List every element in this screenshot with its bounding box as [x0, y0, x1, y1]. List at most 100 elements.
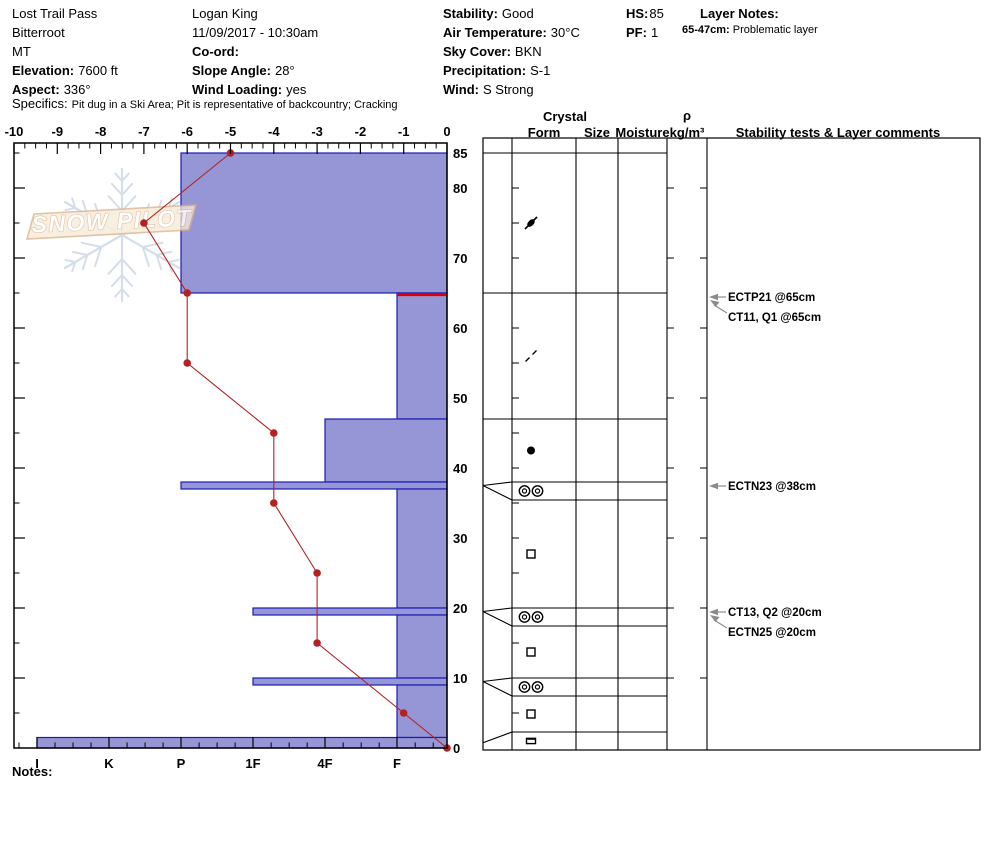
- hardness-tick-label: 4F: [317, 756, 332, 771]
- notes-label: Notes:: [12, 764, 53, 779]
- depth-tick-label: 20: [453, 601, 467, 616]
- aspect-line: Aspect: 336°: [12, 82, 91, 97]
- grain-form-square: [526, 647, 536, 657]
- snow-height-line: HS:85: [626, 6, 664, 21]
- depth-tick-label: 0: [453, 741, 460, 756]
- temp-tick-label: -4: [268, 124, 280, 139]
- moisture-header: Moisture: [615, 125, 669, 140]
- stability-test: CT13, Q2 @20cm: [709, 607, 822, 619]
- hardness-tick-label: F: [393, 756, 401, 771]
- grain-form-mfcr: [518, 611, 544, 623]
- mountain-range: Bitterroot: [12, 25, 65, 40]
- depth-tick-label: 30: [453, 531, 467, 546]
- grain-form-df_light: [525, 350, 537, 362]
- stability-test: ECTP21 @65cm: [709, 292, 815, 304]
- stability-test-label: ECTN23 @38cm: [728, 481, 816, 493]
- header-summary-block: HS:85 PF: 1: [626, 4, 664, 42]
- wind-loading-line: Wind Loading: yes: [192, 82, 307, 97]
- temp-tick-label: -6: [181, 124, 193, 139]
- grain-form-ice: [525, 737, 537, 745]
- depth-tick-label: 50: [453, 391, 467, 406]
- slope-angle-line: Slope Angle: 28°: [192, 63, 295, 78]
- header-location-block: Lost Trail Pass Bitterroot MT Elevation:…: [12, 4, 118, 99]
- layer-note: 65-47cm: Problematic layer: [682, 24, 818, 36]
- grain-form-mfcr: [518, 485, 544, 497]
- hardness-tick-label: 1F: [245, 756, 260, 771]
- stability-test: CT11, Q1 @65cm: [710, 300, 821, 324]
- temp-tick-label: -1: [398, 124, 410, 139]
- crystal-table: [482, 137, 981, 751]
- layer-hardness-bars: [36, 152, 448, 749]
- wind-line: Wind: S Strong: [443, 82, 534, 97]
- grain-form-df_bold: [524, 216, 538, 230]
- temp-tick-label: 0: [443, 124, 450, 139]
- temperature-point: [183, 359, 191, 367]
- hardness-axis: I K P 1F 4F F: [18, 737, 434, 771]
- depth-tick-label: 70: [453, 251, 467, 266]
- temp-tick-label: -9: [52, 124, 64, 139]
- temperature-point: [270, 429, 278, 437]
- stability-header: Stability tests & Layer comments: [736, 125, 940, 140]
- grain-form-dot: [527, 446, 535, 455]
- header-conditions-block: Stability: Good Air Temperature: 30°C Sky …: [443, 4, 580, 99]
- hardness-tick-label: P: [177, 756, 186, 771]
- density-units-header: kg/m³: [670, 125, 705, 140]
- pit-factor-line: PF: 1: [626, 25, 659, 40]
- stability-test-label: CT11, Q1 @65cm: [728, 312, 821, 324]
- stability-test-label: CT13, Q2 @20cm: [728, 607, 822, 619]
- temp-tick-label: -7: [138, 124, 150, 139]
- watermark-text: SNOW PILOT: [31, 204, 193, 237]
- chart-axes: -10 -9 -8 -7 -6 -5 -4 -3 -2 -1 0858070605040302010…: [5, 124, 468, 771]
- stability-test-label: ECTP21 @65cm: [728, 292, 815, 304]
- temperature-point: [313, 639, 321, 647]
- temp-tick-label: -5: [225, 124, 237, 139]
- temperature-point: [270, 499, 278, 507]
- hardness-tick-label: K: [104, 756, 114, 771]
- stability-test: ECTN25 @20cm: [710, 615, 816, 639]
- hardness-tick-label: I: [35, 756, 39, 771]
- stability-test: ECTN23 @38cm: [709, 481, 816, 493]
- stability-tests: ECTP21 @65cm CT11, Q1 @65cm ECTN23 @38cm CT…: [709, 292, 822, 639]
- elevation-line: Elevation: 7600 ft: [12, 63, 118, 78]
- air-temp-line: Air Temperature: 30°C: [443, 25, 580, 40]
- form-header: Form: [528, 125, 561, 140]
- size-header: Size: [584, 125, 610, 140]
- grain-form-symbols: [518, 216, 544, 745]
- layer-notes-title: Layer Notes:: [700, 6, 779, 21]
- depth-tick-label: 60: [453, 321, 467, 336]
- stability-line: Stability: Good: [443, 6, 534, 21]
- depth-tick-label: 80: [453, 181, 467, 196]
- state: MT: [12, 44, 31, 59]
- crystal-header: Crystal: [543, 109, 587, 124]
- grain-form-mfcr: [518, 681, 544, 693]
- grain-form-square: [526, 549, 536, 559]
- observation-datetime: 11/09/2017 - 10:30am: [192, 25, 319, 40]
- specifics-line: Specifics: Pit dug in a Ski Area; Pit is …: [12, 96, 398, 111]
- layer-notes-block: Layer Notes:: [700, 4, 779, 23]
- snowpilot-watermark: SNOW PILOT: [25, 167, 198, 303]
- temp-tick-label: -2: [355, 124, 367, 139]
- site-name: Lost Trail Pass: [12, 6, 98, 21]
- stability-test-label: ECTN25 @20cm: [728, 627, 816, 639]
- temperature-profile-line: [140, 149, 451, 752]
- depth-axis: 85 80 70 60 50 40 30 20 10 0: [14, 146, 467, 756]
- temperature-axis: -10 -9 -8 -7 -6 -5 -4 -3 -2 -1 0: [5, 124, 451, 154]
- temperature-point: [140, 219, 148, 227]
- sky-cover-line: Sky Cover: BKN: [443, 44, 542, 59]
- temp-tick-label: -3: [311, 124, 323, 139]
- coordinates-line: Co-ord:: [192, 44, 239, 59]
- precipitation-line: Precipitation: S-1: [443, 63, 551, 78]
- header-observer-block: Logan King 11/09/2017 - 10:30am Co-ord: …: [192, 4, 318, 99]
- temp-tick-label: -8: [95, 124, 107, 139]
- grain-form-square: [526, 709, 536, 719]
- temp-tick-label: -10: [5, 124, 24, 139]
- temperature-point: [183, 289, 191, 297]
- temperature-point: [313, 569, 321, 577]
- depth-tick-label: 40: [453, 461, 467, 476]
- observer-name: Logan King: [192, 6, 258, 21]
- temperature-point: [399, 709, 408, 717]
